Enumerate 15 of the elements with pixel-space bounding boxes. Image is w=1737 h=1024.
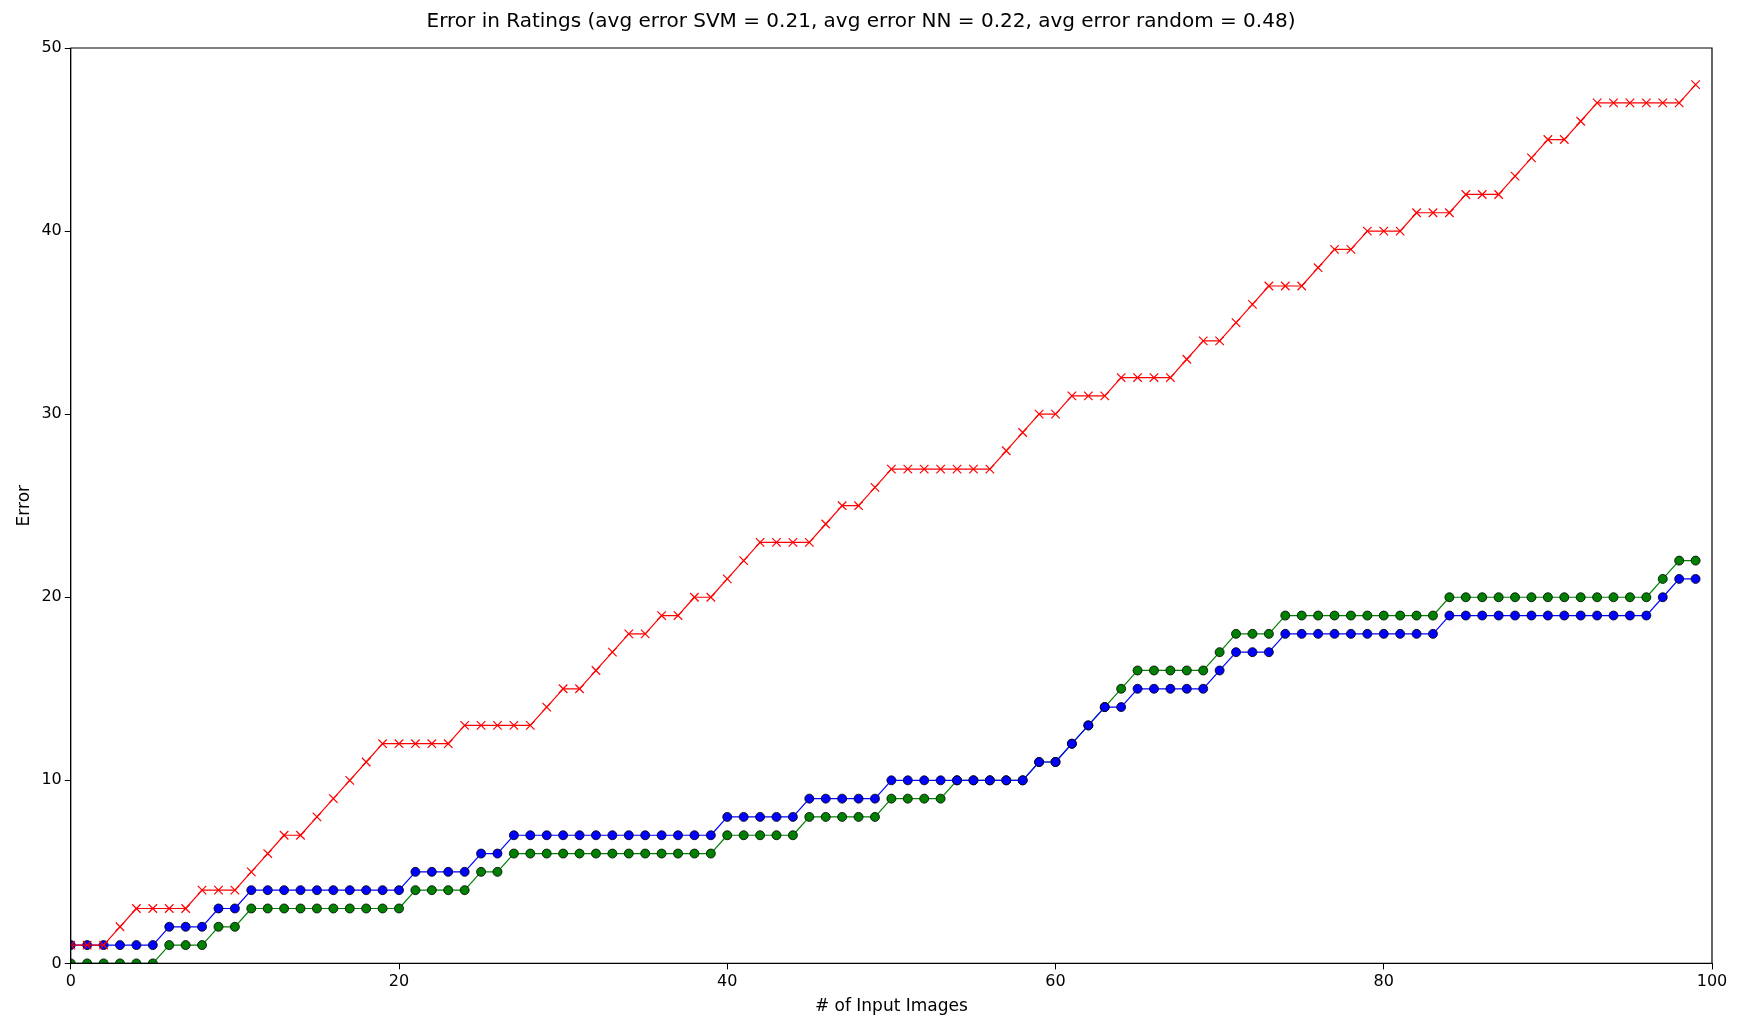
chart-title: Error in Ratings (avg error SVM = 0.21, avg error NN = 0.22, avg error random = 0.48) — [426, 8, 1296, 33]
x-tick-label: 100 — [1696, 971, 1728, 991]
y-tick-label: 40 — [41, 220, 62, 240]
x-tick-label: 80 — [1373, 971, 1394, 991]
x-tick-label: 0 — [65, 971, 76, 991]
y-tick-label: 50 — [41, 37, 62, 57]
y-tick-label: 10 — [41, 769, 62, 789]
y-tick-label: 0 — [51, 952, 62, 972]
y-tick-label: 30 — [41, 403, 62, 423]
x-axis-title: # of Input Images — [814, 995, 968, 1016]
x-tick-label: 20 — [388, 971, 410, 991]
x-tick-label: 40 — [717, 971, 738, 991]
y-axis-title: Error — [12, 484, 33, 527]
y-tick-label: 20 — [41, 586, 62, 606]
x-tick-label: 60 — [1045, 971, 1066, 991]
